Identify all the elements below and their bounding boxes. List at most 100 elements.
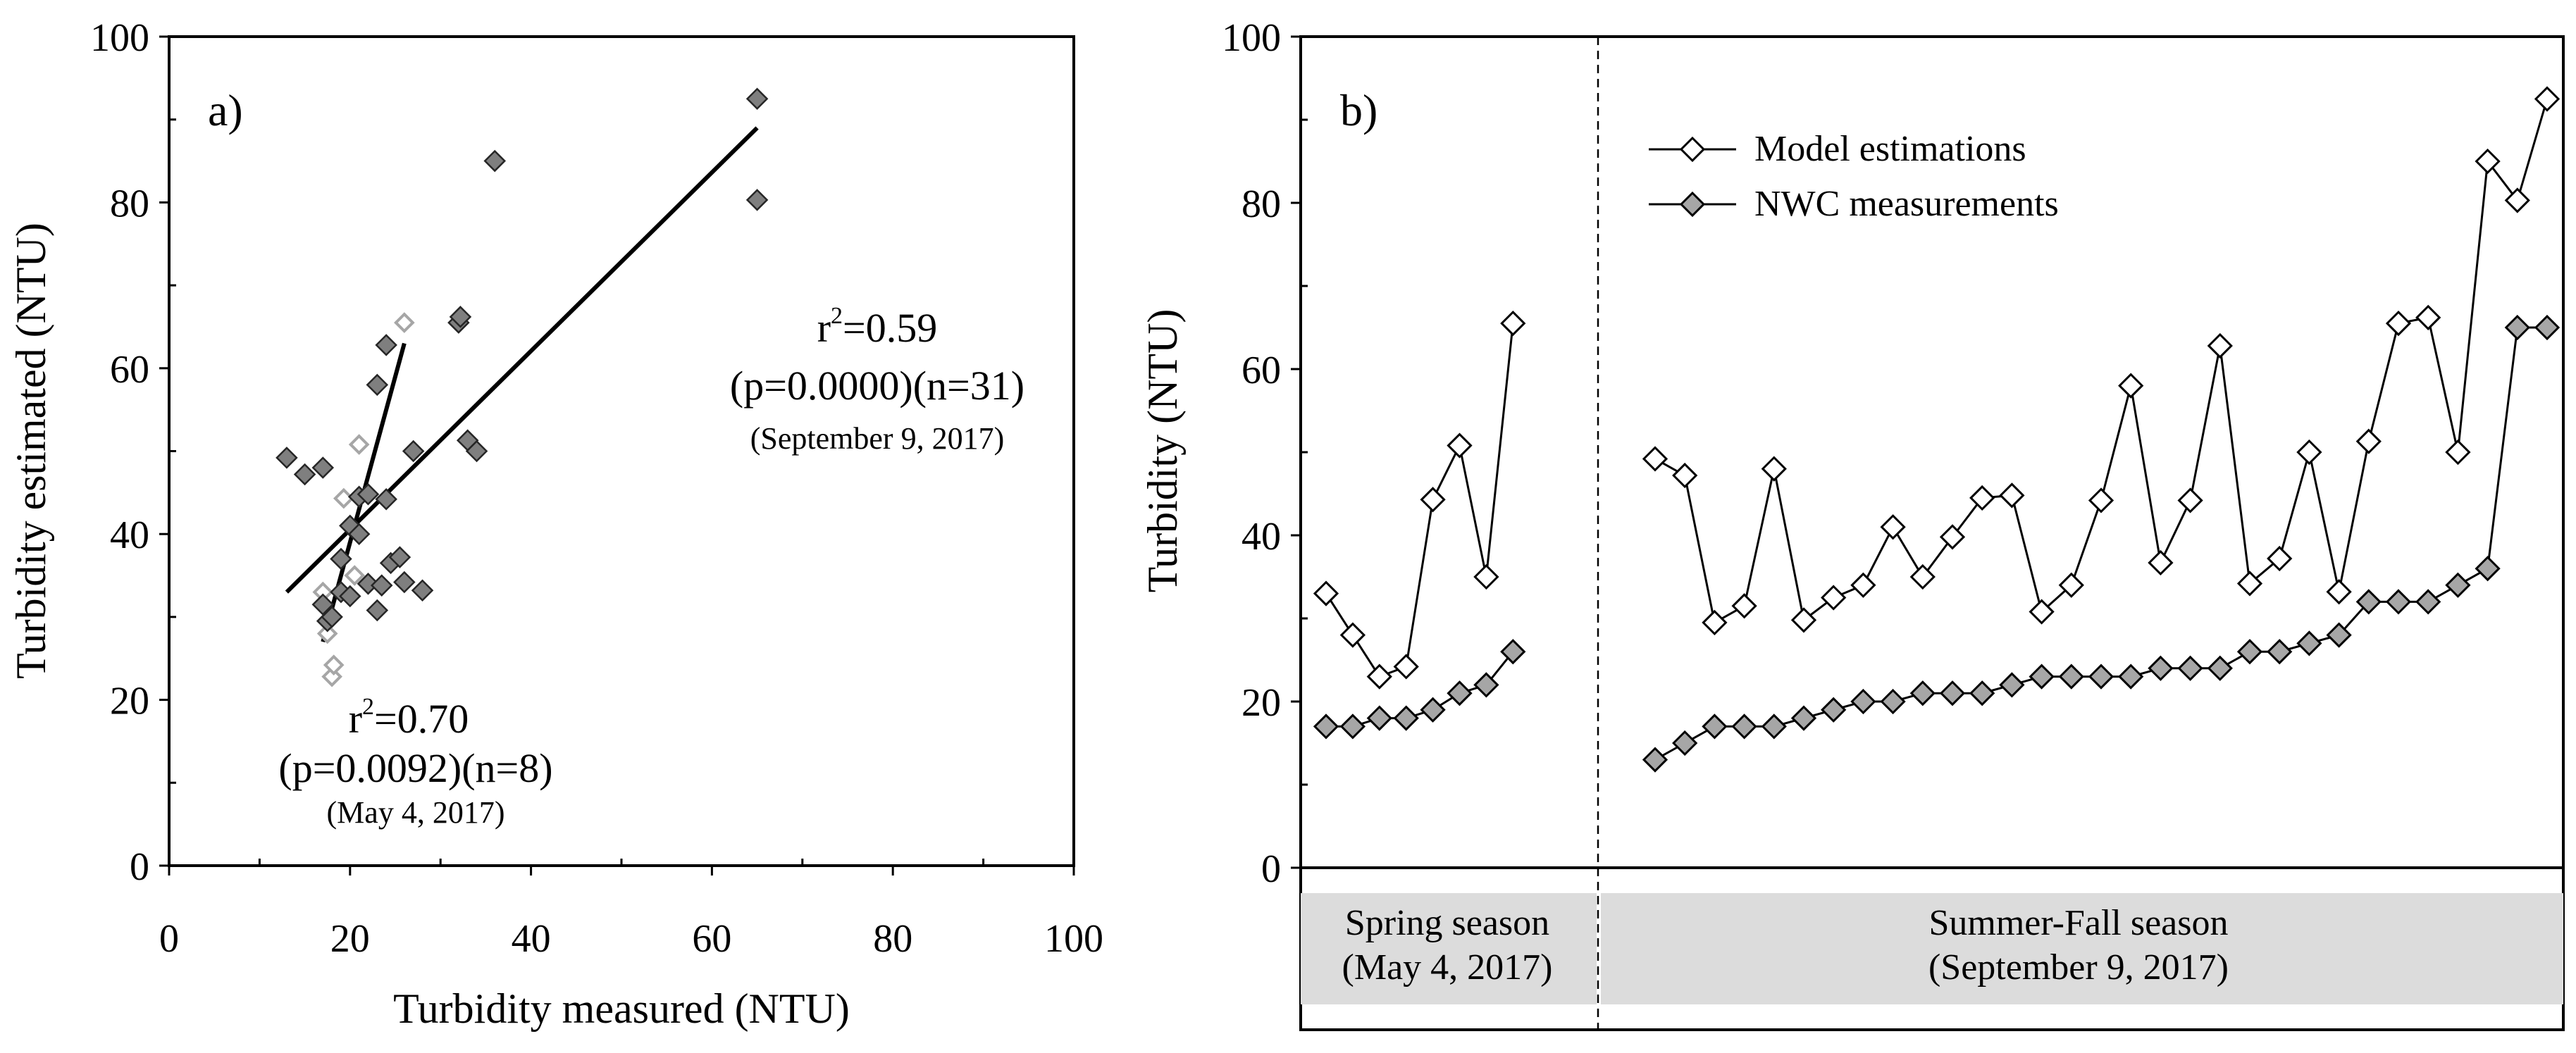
nwc-measurement-point xyxy=(1880,688,1906,715)
nwc-measurement-point xyxy=(1366,705,1392,731)
scatter-point-september xyxy=(330,547,352,571)
a-x-tick-label: 60 xyxy=(692,917,731,961)
legend-nwc-label: NWC measurements xyxy=(1754,184,2059,224)
panel-a-x-ticks: 0 20 40 60 80 100 xyxy=(159,859,1103,961)
model-estimation-point xyxy=(1880,514,1906,540)
model-estimation-point xyxy=(2534,86,2560,112)
scatter-point-september xyxy=(275,447,298,469)
nwc-measurement-point xyxy=(1420,697,1446,723)
b-y-tick-label: 80 xyxy=(1241,182,1281,226)
nwc-measurement-point xyxy=(1642,747,1668,773)
nwc-measurement-point xyxy=(1393,705,1419,731)
panel-a: a) 0 20 40 60 80 100 0 20 40 60 80 100 Turbidity m… xyxy=(8,16,1103,1032)
model-estimation-point xyxy=(2207,332,2233,359)
a-x-tick-label: 20 xyxy=(330,917,370,961)
nwc-measurement-point xyxy=(1969,680,1995,706)
panel-b: b) 0 20 40 60 80 100 Turbidity (NTU) Spring s… xyxy=(1139,16,2565,1031)
b-y-tick-label: 20 xyxy=(1241,681,1281,725)
nwc-measurement-point xyxy=(1790,705,1817,731)
model-estimation-point xyxy=(2236,571,2263,597)
model-estimation-point xyxy=(1339,622,1366,648)
nwc-measurement-point xyxy=(1473,672,1499,698)
model-estimation-point xyxy=(1731,593,1757,619)
nwc-measurement-point xyxy=(2148,655,2174,681)
a-y-tick-label: 100 xyxy=(90,16,149,60)
scatter-point-september xyxy=(465,440,488,463)
model-estimation-point xyxy=(1821,585,1847,611)
model-estimation-point xyxy=(1939,524,1966,550)
nwc-measurement-point xyxy=(2475,556,2501,582)
nwc-measurement-point xyxy=(1909,680,1936,706)
model-estimation-point xyxy=(1447,432,1473,459)
a-y-tick-label: 80 xyxy=(110,182,149,225)
season-band-summer-fall xyxy=(1601,893,2563,1004)
model-estimation-point xyxy=(1473,563,1499,590)
a-y-tick-label: 40 xyxy=(110,513,149,557)
a-x-tick-label: 80 xyxy=(873,917,912,961)
scatter-point-september xyxy=(311,456,335,479)
nwc-measurement-point xyxy=(2267,639,2293,665)
model-estimation-point xyxy=(1999,482,2025,509)
model-estimation-point xyxy=(2029,599,2055,625)
panel-b-y-ticks: 0 20 40 60 80 100 xyxy=(1222,16,1308,891)
season-spring-date: (May 4, 2017) xyxy=(1342,947,1553,987)
season-summer-fall-date: (September 9, 2017) xyxy=(1928,947,2229,987)
season-bands: Spring season (May 4, 2017) Summer-Fall … xyxy=(1301,893,2563,1004)
annotation-may-date: (May 4, 2017) xyxy=(327,795,505,830)
model-estimation-point xyxy=(1761,456,1787,482)
scatter-point-september xyxy=(449,306,472,328)
annotation-sept-r2: r2=0.59 xyxy=(817,303,938,351)
scatter-point-september xyxy=(483,149,507,173)
season-spring-label: Spring season xyxy=(1345,903,1549,943)
panel-a-x-axis-label: Turbidity measured (NTU) xyxy=(393,985,850,1032)
model-estimation-point xyxy=(1500,310,1526,337)
scatter-point-september xyxy=(370,574,393,597)
nwc-measurement-point xyxy=(2355,589,2382,615)
model-estimation-point xyxy=(1313,580,1339,606)
nwc-measurement-point xyxy=(1850,688,1876,715)
scatter-point-september xyxy=(339,585,361,608)
scatter-point-september xyxy=(311,593,335,616)
nwc-measurement-point xyxy=(1999,672,2025,698)
annotation-september: r2=0.59 (p=0.0000)(n=31) (September 9, 2… xyxy=(730,303,1024,456)
nwc-measurement-point xyxy=(2177,655,2203,681)
scatter-point-september xyxy=(366,599,389,622)
nwc-measurement-point xyxy=(2058,663,2084,690)
scatter-point-september xyxy=(745,87,769,111)
model-estimation-point xyxy=(1366,663,1392,690)
panel-a-y-axis-label: Turbidity estimated (NTU) xyxy=(8,223,54,679)
model-estimation-point xyxy=(1672,462,1698,489)
model-estimation-point xyxy=(2326,579,2352,605)
model-estimation-point xyxy=(2177,487,2203,513)
model-estimation-point xyxy=(2475,148,2501,175)
scatter-point-may xyxy=(394,312,415,333)
annotation-may-stats: (p=0.0092)(n=8) xyxy=(278,745,552,791)
scatter-point-may xyxy=(344,565,366,586)
nwc-measurement-point xyxy=(2236,639,2263,665)
nwc-measurement-point xyxy=(2534,314,2560,341)
nwc-measurement-point xyxy=(1731,714,1757,740)
scatter-point-september xyxy=(388,546,411,568)
nwc-measurement-point xyxy=(2118,663,2144,690)
annotation-sept-stats: (p=0.0000)(n=31) xyxy=(730,363,1024,409)
scatter-point-september xyxy=(357,573,380,595)
b-y-tick-label: 60 xyxy=(1241,349,1281,392)
model-estimation-point xyxy=(1850,572,1876,598)
nwc-measurement-point xyxy=(2326,622,2352,648)
nwc-measurement-point xyxy=(1447,680,1473,706)
scatter-point-september xyxy=(366,373,389,397)
b-y-tick-label: 40 xyxy=(1241,515,1281,559)
a-x-tick-label: 100 xyxy=(1044,917,1103,961)
season-summer-fall-label: Summer-Fall season xyxy=(1928,903,2228,943)
model-estimation-point xyxy=(1702,609,1728,636)
model-estimation-point xyxy=(1642,446,1668,472)
b-y-tick-label: 100 xyxy=(1222,16,1281,60)
model-estimation-point xyxy=(2296,439,2322,466)
scatter-point-september xyxy=(357,482,380,506)
annotation-may-r2: r2=0.70 xyxy=(349,694,469,742)
nwc-measurement-point xyxy=(1821,697,1847,723)
panel-b-y-axis-label: Turbidity (NTU) xyxy=(1139,309,1186,593)
scatter-point-september xyxy=(375,334,397,356)
a-y-tick-label: 60 xyxy=(110,348,149,392)
nwc-measurement-point xyxy=(1702,714,1728,740)
